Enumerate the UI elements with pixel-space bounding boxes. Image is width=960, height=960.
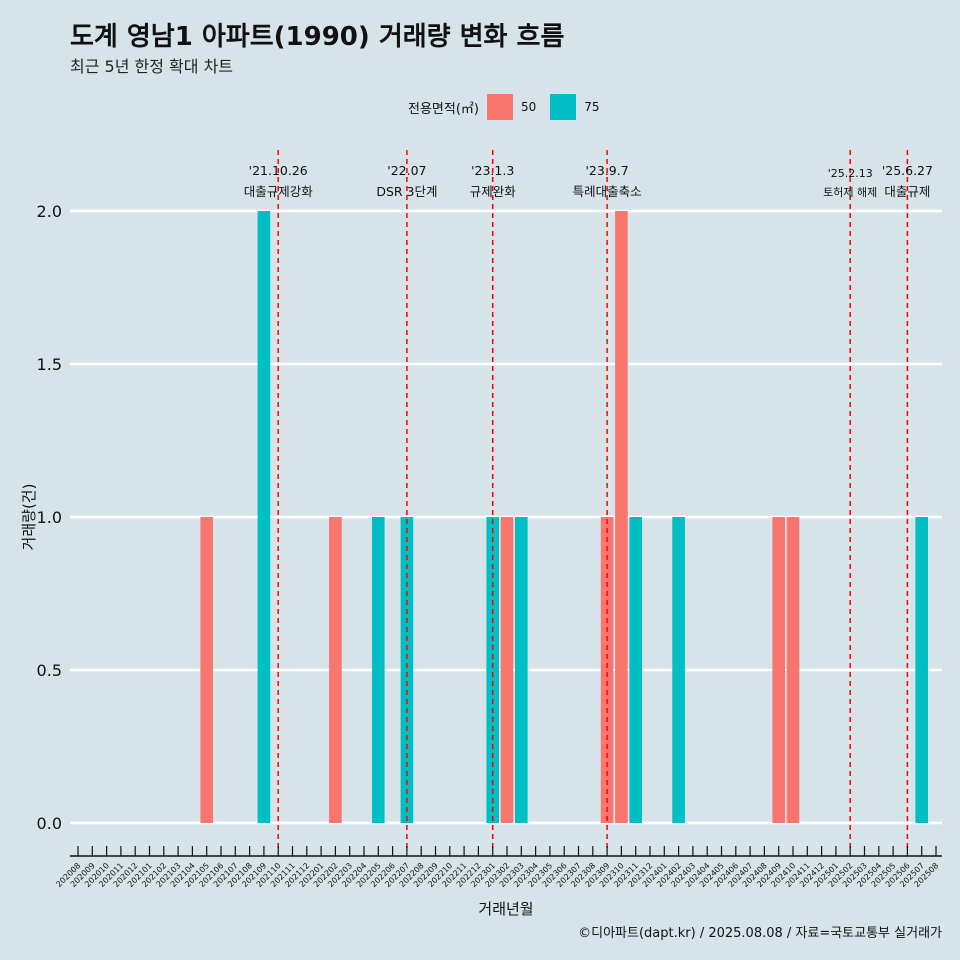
- bar-75-202303: [515, 517, 528, 823]
- bar-50-202302: [500, 517, 514, 823]
- y-tick-label: 1.5: [37, 355, 62, 374]
- event-date-label: '25.2.13: [828, 167, 873, 180]
- bar-75-202301: [486, 517, 499, 823]
- bar-50-202310: [615, 211, 628, 823]
- legend: 전용면적(㎡) 50 75: [408, 93, 614, 121]
- event-text-label: 토허제 해제: [823, 185, 877, 199]
- event-text-label: 규제완화: [470, 184, 517, 199]
- bar-75-202205: [372, 517, 385, 823]
- x-axis-label: 거래년월: [478, 900, 533, 918]
- legend-title: 전용면적(㎡): [408, 101, 479, 117]
- y-tick-label: 0.0: [37, 814, 62, 833]
- source-caption: ©디아파트(dapt.kr) / 2025.08.08 / 자료=국토교통부 실…: [578, 926, 942, 941]
- legend-swatch-50: [486, 94, 513, 120]
- chart-title: 도계 영남1 아파트(1990) 거래량 변화 흐름: [70, 22, 565, 52]
- event-text-label: 대출규제: [884, 184, 930, 199]
- event-text-label: DSR 3단계: [376, 184, 437, 199]
- bar-75-202109: [257, 211, 271, 823]
- bar-75-202507: [915, 517, 928, 823]
- bar-50-202409: [772, 517, 785, 823]
- bar-75-202311: [629, 517, 642, 823]
- event-layer: '21.10.26 대출규제강화 '22.07 DSR 3단계 '23.1.3 규제완화 '…: [244, 150, 933, 850]
- event-date-label: '21.10.26: [249, 163, 308, 178]
- bar-75-202207: [400, 517, 414, 823]
- y-tick-label: 1.0: [37, 508, 62, 527]
- event-date-label: '22.07: [387, 163, 426, 178]
- legend-swatch-75: [550, 94, 577, 120]
- bar-50-202202: [329, 517, 342, 823]
- y-axis-label: 거래량(건): [20, 484, 38, 551]
- event-text-label: 특례대출축소: [573, 184, 642, 199]
- bar-75-202402: [672, 517, 685, 823]
- chart-subtitle: 최근 5년 한정 확대 차트: [70, 57, 234, 76]
- bar-layer: [200, 211, 928, 823]
- event-date-label: '23.1.3: [471, 163, 514, 178]
- axis-layer: 2020082020092020102020112020122021012021…: [54, 846, 942, 889]
- event-date-label: '25.6.27: [882, 163, 933, 178]
- bar-50-202410: [786, 517, 800, 823]
- legend-label-50: 50: [520, 100, 537, 114]
- event-text-label: 대출규제강화: [244, 184, 314, 199]
- bar-50-202309: [600, 517, 614, 823]
- bar-50-202105: [200, 517, 213, 823]
- legend-label-75: 75: [584, 100, 600, 114]
- y-tick-label: 0.5: [37, 661, 62, 680]
- event-date-label: '23.9.7: [585, 163, 628, 178]
- y-tick-label: 2.0: [37, 202, 62, 221]
